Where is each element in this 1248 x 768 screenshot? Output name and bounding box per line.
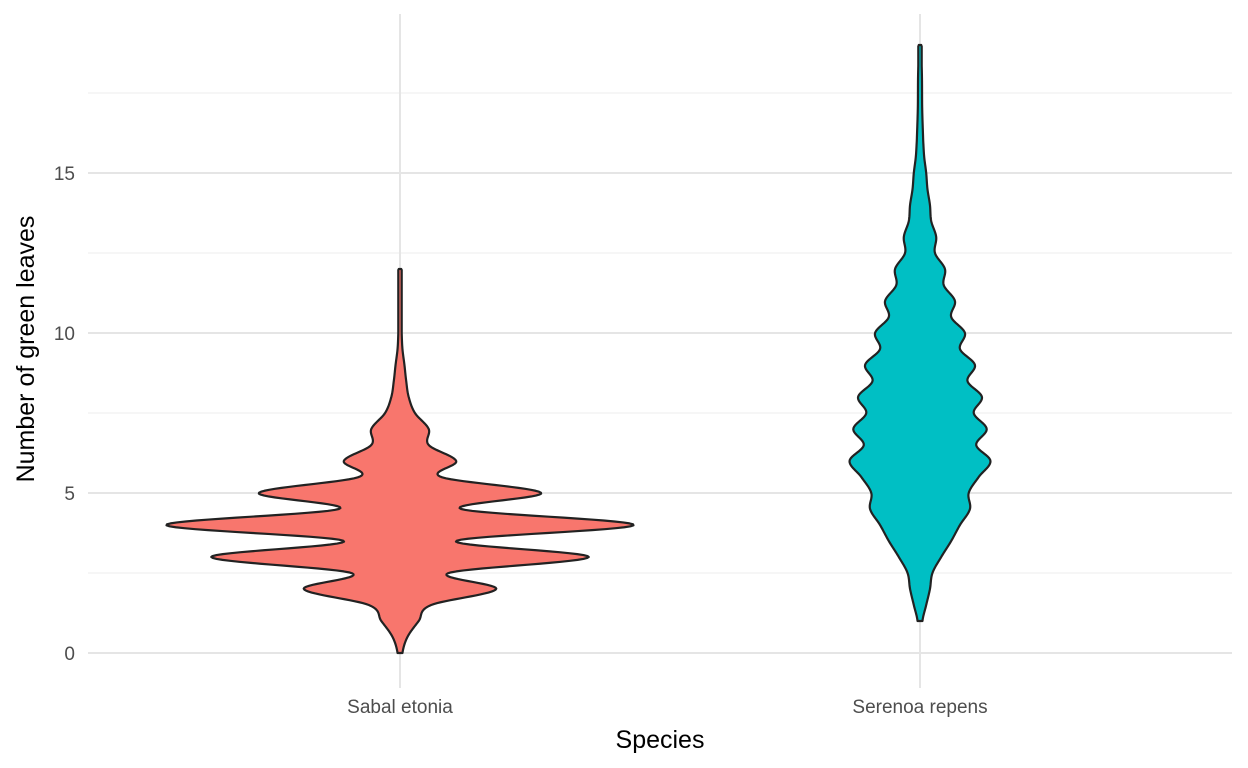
grid-lines (88, 14, 1232, 688)
violin-sabal-etonia (165, 267, 635, 655)
x-tick-label: Serenoa repens (852, 697, 987, 718)
violins (165, 43, 992, 655)
y-axis-ticks: 0 5 10 15 (54, 164, 75, 665)
x-tick-label: Sabal etonia (347, 697, 453, 718)
x-axis-title: Species (616, 726, 705, 754)
y-tick-label: 0 (64, 644, 75, 665)
y-tick-label: 10 (54, 324, 75, 345)
x-axis-ticks: Sabal etonia Serenoa repens (347, 697, 987, 718)
y-axis-title: Number of green leaves (12, 216, 40, 483)
violin-serenoa-repens (848, 43, 992, 623)
y-tick-label: 15 (54, 164, 75, 185)
y-tick-label: 5 (64, 484, 75, 505)
